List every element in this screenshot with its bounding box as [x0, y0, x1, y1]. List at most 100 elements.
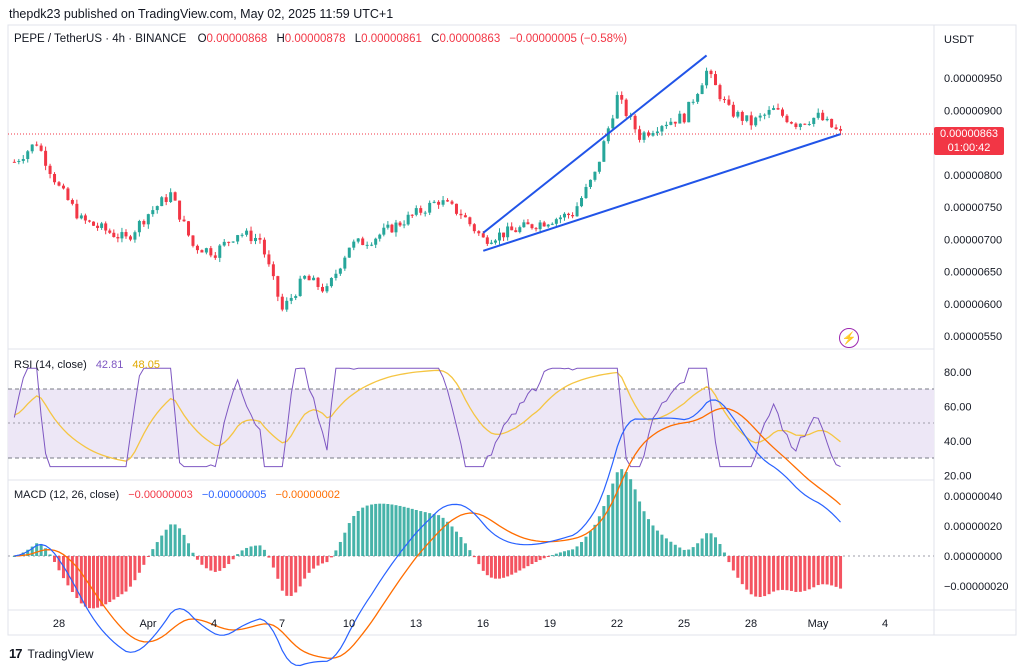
- macd-axis-label: 0.00000020: [944, 521, 1002, 533]
- macd-hist-bar: [307, 556, 311, 573]
- macd-hist-bar: [493, 556, 497, 579]
- candle-down: [249, 230, 253, 242]
- candle-down: [624, 99, 628, 116]
- candle-up: [298, 278, 302, 297]
- candle-up: [611, 118, 615, 129]
- macd-hist-bar: [406, 507, 410, 556]
- candlestick-series: [12, 67, 843, 312]
- time-axis-label: 16: [477, 618, 489, 630]
- time-axis-label: 28: [53, 618, 65, 630]
- candle-down: [534, 228, 538, 230]
- macd-hist-bar: [276, 556, 280, 579]
- rsi-ma-value: 48.05: [132, 359, 160, 371]
- macd-legend[interactable]: MACD (12, 26, close) −0.00000003 −0.0000…: [14, 489, 340, 501]
- candle-up: [550, 223, 554, 225]
- macd-axis-labels: 0.00000040 0.00000020 0.00000000 −0.0000002…: [944, 491, 1009, 593]
- change-value: −0.00000005 (−0.58%): [509, 33, 628, 45]
- macd-hist-bar: [506, 556, 510, 577]
- candle-up: [816, 112, 820, 118]
- trendlines[interactable]: [482, 54, 841, 252]
- candle-down: [87, 220, 91, 222]
- candle-up: [767, 109, 771, 115]
- macd-hist-bar: [664, 538, 668, 556]
- candle-down: [821, 112, 825, 121]
- candle-down: [280, 296, 284, 310]
- candle-up: [562, 213, 566, 218]
- macd-hist-bar: [437, 515, 441, 556]
- macd-axis-label: 0.00000040: [944, 491, 1002, 503]
- candle-down: [485, 237, 489, 244]
- candle-down: [209, 248, 213, 256]
- macd-hist-bar: [361, 507, 365, 556]
- candle-down: [714, 74, 718, 86]
- macd-hist-bar: [303, 556, 307, 579]
- candle-down: [731, 104, 735, 117]
- candle-down: [182, 219, 186, 222]
- macd-hist-bar: [620, 469, 624, 556]
- macd-hist-bar: [213, 556, 217, 572]
- candle-down: [567, 213, 571, 216]
- candle-up: [240, 234, 244, 236]
- lightning-icon[interactable]: ⚡: [839, 328, 859, 348]
- macd-hist-bar: [92, 556, 96, 609]
- macd-hist-bar: [812, 556, 816, 588]
- candle-up: [285, 300, 289, 310]
- candle-up: [554, 219, 558, 224]
- candle-up: [79, 215, 83, 219]
- candle-up: [606, 128, 610, 142]
- rsi-axis-labels: 80.00 60.00 40.00 20.00: [944, 367, 972, 483]
- candle-down: [178, 200, 182, 220]
- macd-hist-bar: [696, 543, 700, 556]
- macd-hist-bar: [558, 552, 562, 556]
- candle-down: [780, 109, 784, 116]
- candle-up: [522, 222, 526, 228]
- macd-hist-bar: [772, 556, 776, 592]
- macd-hist-bar: [394, 505, 398, 556]
- candle-up: [365, 244, 369, 246]
- time-axis-labels: 28 Apr 4 7 10 13 16 19 22 25 28 May 4: [53, 618, 888, 630]
- macd-hist-bar: [83, 556, 87, 607]
- candle-down: [398, 222, 402, 226]
- macd-hist-bar: [682, 549, 686, 556]
- symbol-legend[interactable]: PEPE / TetherUS · 4h · BINANCE O0.000008…: [14, 33, 633, 45]
- symbol-name[interactable]: PEPE / TetherUS · 4h · BINANCE: [14, 33, 187, 45]
- macd-hist-bar: [116, 556, 120, 597]
- macd-hist-bar: [66, 556, 70, 586]
- candle-up: [700, 85, 704, 95]
- macd-hist-bar: [312, 556, 316, 569]
- macd-hist-bar: [687, 549, 691, 556]
- macd-hist-bar: [758, 556, 762, 597]
- tradingview-logo[interactable]: 17 TradingView: [9, 646, 94, 661]
- macd-hist-bar: [534, 556, 538, 562]
- macd-hist-bar: [142, 556, 146, 565]
- chart-frame: [7, 24, 1017, 636]
- candle-down: [468, 217, 472, 225]
- candle-down: [446, 200, 450, 202]
- macd-hist-bar: [530, 556, 534, 565]
- candle-up: [329, 277, 333, 287]
- currency-label[interactable]: USDT: [944, 34, 974, 46]
- low-label: L: [354, 33, 362, 45]
- macd-hist-bar: [298, 556, 302, 587]
- macd-hist-value: −0.00000003: [128, 489, 193, 501]
- candle-up: [352, 241, 356, 248]
- candle-down: [195, 245, 199, 251]
- candle-up: [812, 117, 816, 124]
- rsi-axis-label: 60.00: [944, 401, 972, 413]
- macd-axis-label: −0.00000020: [944, 581, 1009, 593]
- macd-hist-bar: [26, 549, 30, 556]
- candle-down: [571, 215, 575, 217]
- time-axis-label: 22: [611, 618, 623, 630]
- macd-hist-bar: [538, 556, 542, 561]
- price-axis-label: 0.00000550: [944, 331, 1002, 343]
- macd-hist-bar: [21, 552, 25, 556]
- candle-up: [423, 212, 427, 214]
- macd-hist-bar: [100, 556, 104, 607]
- rsi-legend[interactable]: RSI (14, close) 42.81 48.05: [14, 359, 160, 371]
- candle-down: [673, 121, 677, 124]
- time-axis-label: 7: [279, 618, 285, 630]
- candle-up: [745, 115, 749, 121]
- macd-hist-bar: [249, 546, 253, 556]
- candle-down: [789, 122, 793, 124]
